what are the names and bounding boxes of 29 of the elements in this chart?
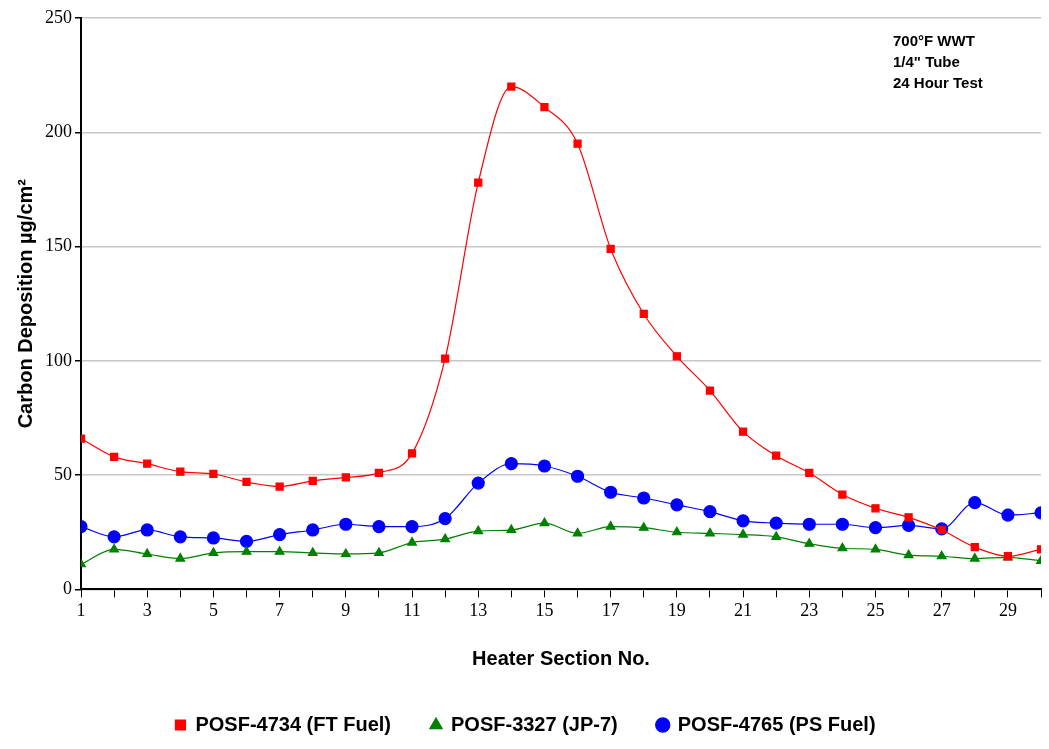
x-tick-label: 5 <box>208 599 218 620</box>
x-tick-label: 17 <box>601 599 620 620</box>
x-tick-label: 29 <box>998 599 1017 620</box>
x-tick-label: 15 <box>535 599 554 620</box>
legend-label: POSF-3327 (JP-7) <box>451 712 618 735</box>
y-axis-title: Carbon Deposition µg/cm² <box>13 178 36 429</box>
legend-label: POSF-4734 (FT Fuel) <box>195 712 392 735</box>
y-tick-label: 250 <box>45 6 72 27</box>
x-tick-label: 9 <box>341 599 351 620</box>
annotation: 1/4" Tube <box>893 52 960 70</box>
annotation: 700°F WWT <box>893 31 975 49</box>
x-tick-label: 25 <box>866 599 885 620</box>
y-tick-label: 50 <box>54 463 72 484</box>
y-tick-label: 200 <box>45 121 72 142</box>
x-tick-label: 21 <box>734 599 753 620</box>
x-tick-label: 11 <box>403 599 421 620</box>
x-tick-label: 7 <box>275 599 285 620</box>
x-tick-label: 23 <box>800 599 819 620</box>
x-tick-label: 19 <box>667 599 686 620</box>
y-tick-label: 0 <box>63 578 72 599</box>
legend-label: POSF-4765 (PS Fuel) <box>677 712 876 735</box>
y-tick-label: 100 <box>45 349 72 370</box>
x-tick-label: 13 <box>469 599 488 620</box>
annotation: 24 Hour Test <box>893 73 983 91</box>
y-tick-label: 150 <box>45 235 72 256</box>
x-axis-title: Heater Section No. <box>472 646 650 669</box>
x-tick-label: 1 <box>76 599 86 620</box>
x-tick-label: 3 <box>142 599 152 620</box>
x-tick-label: 27 <box>932 599 951 620</box>
